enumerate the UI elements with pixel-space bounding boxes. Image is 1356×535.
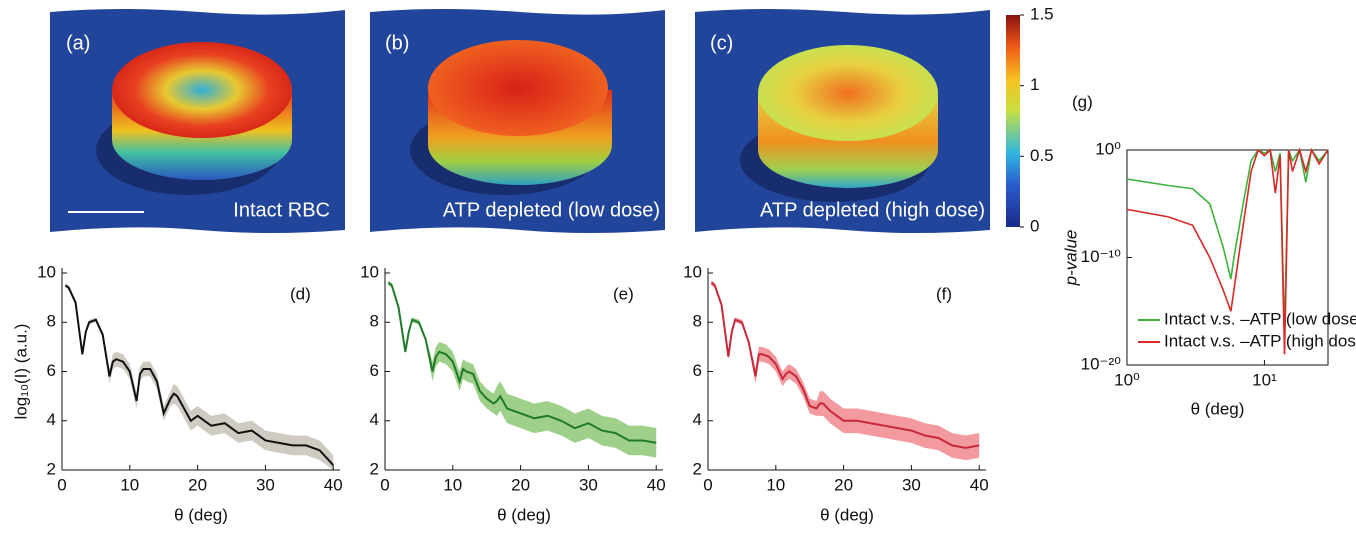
caption: Intact RBC [233,199,330,221]
x-tick-label: 10⁰ [1114,370,1140,389]
colorbar-tick-label: 1.5 [1030,4,1054,23]
x-tick-label: 30 [579,475,598,494]
y-tick-label: 4 [47,410,56,429]
colorbar-tick-label: 0.5 [1030,146,1054,165]
y-axis-label: log₁₀(I) (a.u.) [11,324,30,420]
caption: ATP depleted (high dose) [760,199,985,221]
y-tick-label: 10⁻²⁰ [1081,354,1122,373]
y-tick-label: 8 [370,312,379,331]
colorbar-tick-label: 0 [1030,216,1039,235]
line [710,282,980,449]
line [387,282,657,444]
y-tick-label: 10⁰ [1095,139,1121,158]
colorbar-tick-label: 1 [1030,75,1039,94]
x-tick-label: 20 [834,475,853,494]
x-tick-label: 10¹ [1252,370,1277,389]
y-tick-label: 2 [693,459,702,478]
band [65,282,334,470]
y-tick-label: 8 [47,312,56,331]
panel-label: (b) [385,32,409,54]
x-axis-label: θ (deg) [497,505,551,524]
line [1126,147,1329,333]
x-tick-label: 0 [380,475,389,494]
x-axis-label: θ (deg) [820,505,874,524]
y-tick-label: 10⁻¹⁰ [1081,247,1122,266]
panel-label: (d) [290,284,311,303]
y-tick-label: 6 [693,361,702,380]
line [1126,147,1329,355]
colorbar [1006,15,1020,227]
band [388,280,657,458]
cell-top [112,42,292,138]
panel-c [695,9,990,233]
x-tick-label: 10 [443,475,462,494]
x-tick-label: 40 [970,475,989,494]
x-tick-label: 0 [57,475,66,494]
x-axis-label: θ (deg) [174,505,228,524]
y-tick-label: 8 [693,312,702,331]
x-tick-label: 10 [766,475,785,494]
x-tick-label: 20 [511,475,530,494]
x-tick-label: 10 [120,475,139,494]
y-tick-label: 6 [370,361,379,380]
y-tick-label: 4 [370,410,379,429]
x-tick-label: 30 [902,475,921,494]
panel-label: (a) [66,32,90,54]
panel-label: (c) [710,32,733,54]
y-tick-label: 6 [47,361,56,380]
x-tick-label: 40 [324,475,343,494]
x-tick-label: 30 [256,475,275,494]
x-tick-label: 20 [188,475,207,494]
panel-b [370,9,665,233]
y-tick-label: 10 [360,262,379,281]
panel-a [50,9,345,233]
panel-label: (g) [1072,92,1093,111]
y-tick-label: 10 [37,262,56,281]
caption: ATP depleted (low dose) [443,199,660,221]
line [64,284,334,466]
cell-top [758,45,938,141]
y-axis-label: p-value [1061,230,1080,287]
legend-label: Intact v.s. –ATP (high dose) [1164,331,1356,350]
legend-label: Intact v.s. –ATP (low dose) [1164,309,1356,328]
y-tick-label: 10 [683,262,702,281]
panel-label: (f) [936,284,952,303]
panel-label: (e) [613,284,634,303]
x-tick-label: 0 [703,475,712,494]
y-tick-label: 2 [370,459,379,478]
band [711,280,980,461]
y-tick-label: 2 [47,459,56,478]
cell-top [428,40,608,136]
x-tick-label: 40 [647,475,666,494]
y-tick-label: 4 [693,410,702,429]
x-axis-label: θ (deg) [1191,399,1245,418]
